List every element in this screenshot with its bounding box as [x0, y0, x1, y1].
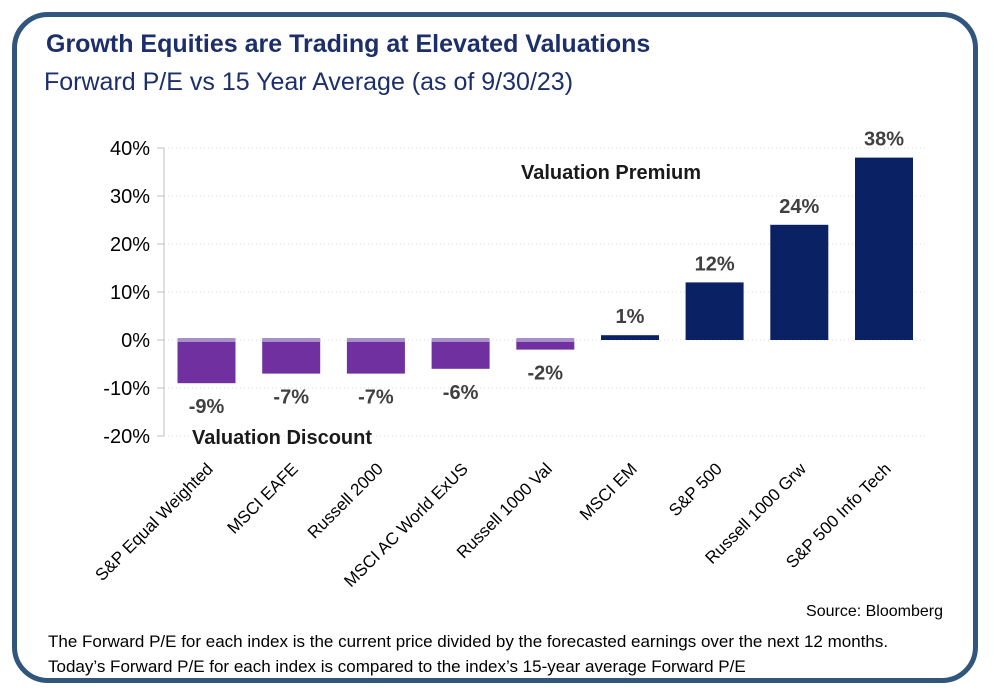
bar — [855, 157, 913, 340]
source-note: Source: Bloomberg — [806, 603, 943, 620]
bar — [770, 224, 829, 340]
bar-value-label: -7% — [358, 387, 394, 409]
x-axis-label: Russell 2000 — [304, 459, 387, 542]
x-axis-label: MSCI EAFE — [224, 459, 302, 537]
bar-top-edge — [262, 338, 321, 342]
bar-value-label: -9% — [189, 396, 225, 418]
y-axis-tick-label: 40% — [110, 138, 150, 160]
footnote-line1: The Forward P/E for each index is the cu… — [48, 632, 889, 651]
x-axis-label: S&P Equal Weighted — [92, 459, 217, 584]
bar — [431, 340, 490, 369]
y-axis-tick-label: 0% — [121, 330, 150, 352]
y-axis-tick-label: -20% — [103, 426, 150, 448]
annotation-valuation-premium: Valuation Premium — [521, 162, 701, 184]
y-axis-tick-label: 30% — [110, 186, 150, 208]
y-axis-tick-label: -10% — [103, 378, 150, 400]
y-axis-tick-label: 20% — [110, 234, 150, 256]
bar — [262, 340, 321, 374]
bar-value-label: -2% — [528, 363, 564, 385]
footnote: The Forward P/E for each index is the cu… — [48, 629, 958, 679]
bar — [601, 335, 659, 340]
bar — [346, 340, 405, 374]
bar-value-label: -7% — [273, 387, 309, 409]
bars-group: -9% -7% -7% -6% -2% 1% 12% 24% 38% — [177, 129, 913, 418]
y-axis — [157, 147, 165, 437]
bar-value-label: 24% — [779, 196, 819, 218]
bar-value-label: 38% — [864, 129, 904, 151]
bar — [685, 282, 744, 340]
bar-value-label: -6% — [443, 382, 479, 404]
bar — [177, 340, 236, 384]
chart-subtitle: Forward P/E vs 15 Year Average (as of 9/… — [44, 68, 574, 96]
bar-top-edge — [346, 338, 405, 342]
annotation-valuation-discount: Valuation Discount — [192, 427, 372, 449]
bar-top-edge — [516, 338, 575, 342]
footnote-line2: Today’s Forward P/E for each index is co… — [48, 657, 746, 676]
x-axis-label: MSCI EM — [576, 459, 641, 524]
bar-top-edge — [431, 338, 490, 342]
y-axis-tick-label: 10% — [110, 282, 150, 304]
bar-top-edge — [177, 338, 236, 342]
bar — [516, 340, 575, 350]
chart-title: Growth Equities are Trading at Elevated … — [46, 30, 651, 58]
bar-value-label: 1% — [616, 306, 645, 328]
bar-value-label: 12% — [695, 253, 735, 275]
x-axis-label: S&P 500 — [665, 459, 726, 520]
